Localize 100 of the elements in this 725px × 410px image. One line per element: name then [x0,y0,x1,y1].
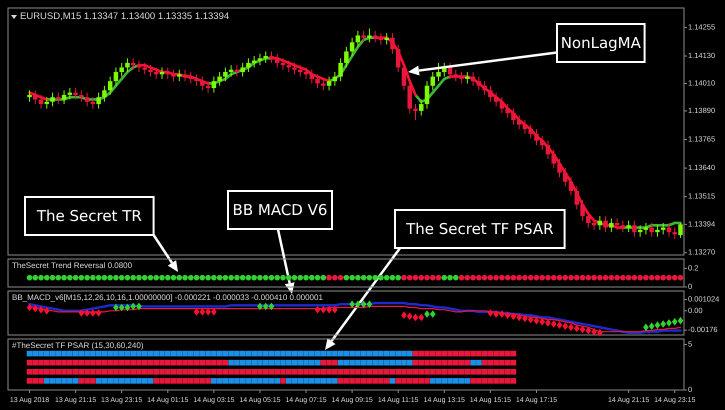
point [424,360,430,366]
candlestick [522,120,528,134]
chart-title: #TheSecret TF PSAR (15,30,60,240) [12,341,144,350]
candlestick [614,218,620,230]
point [430,378,436,384]
point [418,314,424,322]
point [412,314,418,322]
candlestick [488,85,493,102]
candlestick [84,92,90,107]
point [96,309,102,317]
point [292,360,298,366]
point [216,360,222,366]
point [504,378,510,384]
point [366,360,372,366]
annotation: NonLagMA [560,34,642,52]
candlestick [125,58,130,73]
candlestick [73,88,78,100]
point [44,307,50,315]
point [349,378,355,384]
point [170,378,176,384]
point [591,328,597,336]
point [528,316,534,324]
point [44,378,50,384]
candlestick [557,158,562,178]
candlestick [574,186,580,210]
point [90,309,96,317]
point [378,360,384,366]
point [50,360,56,366]
point [355,300,361,308]
point [488,360,494,366]
point [488,378,494,384]
point [390,360,396,366]
candlestick [470,72,476,86]
point [401,311,407,319]
point [102,360,108,366]
point [504,311,510,319]
point [164,360,171,366]
point [268,302,274,310]
annotation: The Secret TR [36,207,142,225]
candlestick [252,56,256,68]
candlestick [338,58,343,82]
point [222,378,228,384]
point [418,378,424,384]
point [303,378,309,384]
candlestick [534,128,539,146]
point [113,360,119,366]
point [26,378,32,384]
point [142,360,148,366]
point [476,378,482,384]
candlestick [315,74,320,89]
point [476,350,482,356]
point [504,360,510,366]
candlestick [33,90,38,105]
point [32,378,38,384]
point [159,360,165,366]
point [436,378,442,384]
point [470,378,476,384]
point [406,312,413,320]
candlestick [321,78,326,91]
point [251,378,257,384]
candlestick [223,66,228,82]
point [464,378,470,384]
point [211,360,217,366]
point [222,360,228,366]
point [574,324,580,332]
point [510,312,516,320]
point [378,378,384,384]
point [113,378,119,384]
candlestick [38,94,44,110]
candlestick [494,92,498,107]
point [188,378,194,384]
candlestick [505,104,510,118]
point [200,360,206,366]
candlestick [396,44,400,73]
point [338,360,344,366]
candlestick [632,220,637,238]
point [453,360,459,366]
point [648,322,654,330]
candlestick [459,72,464,84]
point [349,300,355,308]
point [136,360,142,366]
point [257,302,263,310]
candlestick [246,58,251,73]
point [72,378,78,384]
point [430,360,436,366]
point [292,378,298,384]
point [314,306,320,314]
point [38,360,44,366]
point [672,318,678,326]
candlestick [350,37,354,57]
candlestick [142,62,147,75]
point [38,306,44,314]
point [660,320,666,328]
point [148,360,154,366]
point [159,378,165,384]
candlestick [448,62,452,80]
point [61,360,67,366]
point [164,378,171,384]
candlestick [344,46,349,68]
candlestick [378,32,384,46]
